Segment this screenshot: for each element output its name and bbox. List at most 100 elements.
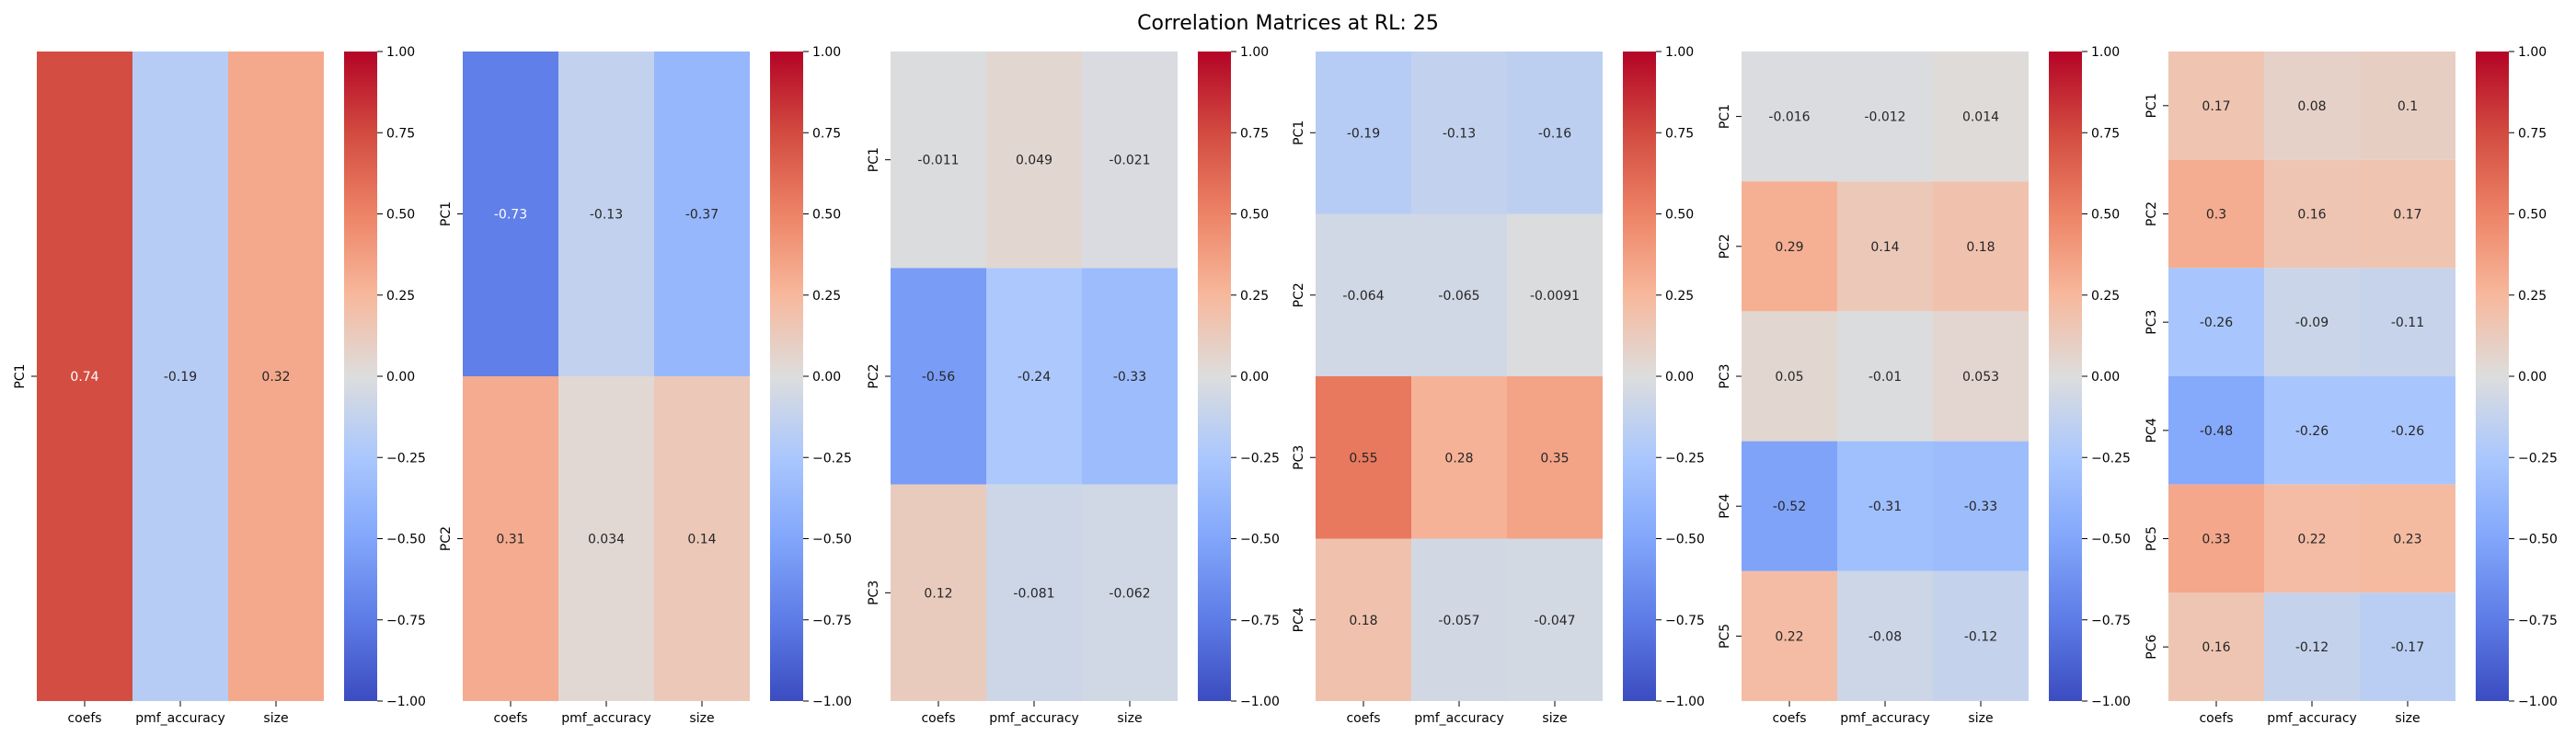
colorbar-tick-label: 0.25 <box>812 289 841 304</box>
cell-value-label: -0.0091 <box>1530 289 1580 304</box>
cell-value-label: -0.17 <box>2391 640 2424 655</box>
colorbar-tick-label: −1.00 <box>812 695 852 709</box>
row-label: PC6 <box>2145 635 2159 660</box>
heatmap-panel-1: 0.74 -0.19 0.32 PC1 coefs pmf_accuracy size 1.0… <box>13 45 426 726</box>
row-label: PC2 <box>439 526 454 551</box>
colorbar-tick-label: 0.25 <box>1665 289 1694 304</box>
heatmap-cell <box>1742 441 1837 571</box>
heatmap-cell <box>1742 52 1837 182</box>
cell-value-label: -0.52 <box>1773 500 1806 514</box>
colorbar-tick-label: 0.25 <box>1240 289 1269 304</box>
cell-value-label: 0.14 <box>687 533 716 547</box>
column-label: coefs <box>921 711 955 726</box>
heatmap-cell <box>1507 52 1603 214</box>
column-label: size <box>689 711 714 726</box>
heatmap-cell <box>891 52 986 269</box>
heatmap-cell <box>2360 484 2455 593</box>
heatmap-cell <box>1933 181 2029 312</box>
cell-value-label: 0.55 <box>1349 451 1377 466</box>
colorbar-tick-label: 0.25 <box>2091 289 2120 304</box>
colorbar-tick-label: 0.00 <box>1240 370 1269 385</box>
colorbar-tick-label: −0.25 <box>386 451 426 466</box>
heatmap-cell <box>1411 376 1507 539</box>
colorbar-tick-label: 0.75 <box>1240 126 1269 141</box>
colorbar-tick-label: −0.50 <box>1665 533 1705 547</box>
heatmap-cell <box>2264 159 2360 269</box>
heatmap-cell <box>1316 52 1411 214</box>
heatmap-panel-2: -0.73 -0.13 -0.37 0.31 0.034 0.14 PC1 PC2 coefs p… <box>439 45 852 726</box>
colorbar-tick-label: 0.50 <box>1240 208 1269 223</box>
heatmap-cell <box>2360 52 2455 160</box>
cell-value-label: 0.12 <box>924 586 952 601</box>
heatmap-cell <box>1837 441 1933 571</box>
row-label: PC1 <box>867 147 881 172</box>
colorbar-tick-label: −0.50 <box>2518 533 2558 547</box>
colorbar-tick-label: 0.50 <box>2518 208 2547 223</box>
cell-value-label: 0.22 <box>2297 533 2326 547</box>
column-label: coefs <box>67 711 101 726</box>
cell-value-label: -0.26 <box>2200 316 2233 330</box>
colorbar-tick-label: −0.25 <box>2091 451 2131 466</box>
heatmap-cell <box>1082 268 1178 485</box>
heatmap-cell <box>2360 268 2455 376</box>
colorbar <box>2049 52 2082 701</box>
cell-value-label: -0.09 <box>2295 316 2329 330</box>
colorbar-tick-label: 0.00 <box>812 370 841 385</box>
heatmap-cell <box>2168 52 2264 160</box>
cell-value-label: -0.33 <box>1113 370 1146 385</box>
heatmap-cell <box>1411 538 1507 701</box>
colorbar <box>1198 52 1231 701</box>
column-label: pmf_accuracy <box>989 711 1079 726</box>
row-label: PC2 <box>2145 201 2159 226</box>
figure-title: Correlation Matrices at RL: 25 <box>1137 12 1439 35</box>
cell-value-label: 0.18 <box>1349 614 1377 628</box>
colorbar-tick-label: −0.50 <box>812 533 852 547</box>
colorbar-tick-label: −0.25 <box>1240 451 1280 466</box>
colorbar-tick-label: 0.50 <box>1665 208 1694 223</box>
colorbar-tick-label: 0.00 <box>386 370 415 385</box>
colorbar-tick-label: −0.75 <box>1665 614 1705 628</box>
heatmap-cell <box>2168 159 2264 269</box>
cell-value-label: 0.29 <box>1775 240 1803 255</box>
colorbar-tick-label: 1.00 <box>1240 45 1269 60</box>
row-label: PC2 <box>1292 282 1306 307</box>
heatmap-cell <box>1507 213 1603 376</box>
cell-value-label: -0.11 <box>2391 316 2424 330</box>
cell-value-label: -0.19 <box>1347 126 1380 141</box>
heatmap-cell <box>1316 376 1411 539</box>
colorbar-tick-label: 1.00 <box>2091 45 2120 60</box>
cell-value-label: 0.22 <box>1775 629 1803 644</box>
cell-value-label: 0.28 <box>1444 451 1473 466</box>
heatmap-panel-4: -0.19 -0.13 -0.16 -0.064 -0.065 -0.0091 0.55 0.… <box>1292 45 1705 726</box>
cell-value-label: 0.23 <box>2393 533 2421 547</box>
colorbar-tick-label: −0.50 <box>1240 533 1280 547</box>
colorbar-tick-label: 1.00 <box>386 45 415 60</box>
cell-value-label: 0.014 <box>1962 110 1999 125</box>
cell-value-label: -0.08 <box>1869 629 1902 644</box>
cell-value-label: -0.12 <box>1964 629 1997 644</box>
colorbar-tick-label: 1.00 <box>812 45 841 60</box>
row-label: PC1 <box>13 363 28 388</box>
colorbar-tick-label: −0.75 <box>386 614 426 628</box>
colorbar-tick-label: −0.75 <box>2518 614 2558 628</box>
column-label: pmf_accuracy <box>2267 711 2357 726</box>
colorbar-tick-label: 0.50 <box>2091 208 2120 223</box>
cell-value-label: -0.33 <box>1964 500 1997 514</box>
heatmap-cell <box>463 376 558 701</box>
cell-value-label: 0.17 <box>2202 99 2230 114</box>
heatmap-cell <box>891 484 986 701</box>
row-label: PC3 <box>867 581 881 605</box>
heatmap-cell <box>228 52 324 701</box>
heatmap-cell <box>986 268 1082 485</box>
cell-value-label: 0.053 <box>1962 370 1999 385</box>
colorbar <box>1623 52 1656 701</box>
heatmap-cell <box>2360 592 2455 701</box>
cell-value-label: 0.35 <box>1540 451 1569 466</box>
cell-value-label: -0.064 <box>1342 289 1384 304</box>
cell-value-label: 0.08 <box>2297 99 2326 114</box>
colorbar-tick-label: 0.50 <box>812 208 841 223</box>
colorbar-tick-label: −0.25 <box>1665 451 1705 466</box>
cell-value-label: -0.16 <box>1538 126 1571 141</box>
heatmap-cell <box>986 52 1082 269</box>
